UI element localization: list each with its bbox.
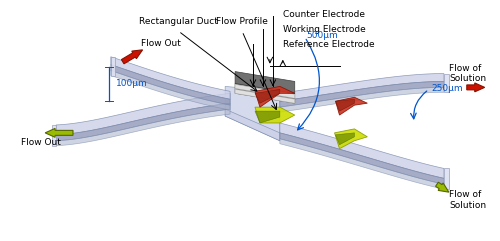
- Polygon shape: [255, 107, 295, 123]
- Polygon shape: [336, 97, 368, 115]
- Text: Flow Profile: Flow Profile: [216, 17, 268, 26]
- Polygon shape: [235, 83, 295, 103]
- Polygon shape: [56, 109, 230, 146]
- Polygon shape: [56, 93, 230, 135]
- Polygon shape: [56, 103, 230, 141]
- Polygon shape: [280, 74, 444, 101]
- Polygon shape: [225, 109, 280, 141]
- Text: Flow of
Solution: Flow of Solution: [449, 64, 486, 83]
- Polygon shape: [280, 81, 444, 107]
- Polygon shape: [255, 111, 280, 123]
- Polygon shape: [255, 89, 280, 103]
- Text: Flow Out: Flow Out: [140, 39, 180, 48]
- Polygon shape: [280, 123, 444, 178]
- FancyArrow shape: [467, 83, 484, 92]
- Polygon shape: [111, 71, 230, 110]
- FancyArrow shape: [122, 50, 142, 64]
- Polygon shape: [444, 74, 449, 92]
- Polygon shape: [235, 89, 295, 103]
- Text: 100μm: 100μm: [116, 79, 148, 88]
- FancyArrow shape: [436, 182, 449, 192]
- Text: Reference Electrode: Reference Electrode: [283, 40, 374, 49]
- Text: Flow of
Solution: Flow of Solution: [449, 190, 486, 210]
- Polygon shape: [444, 168, 449, 189]
- Polygon shape: [111, 57, 230, 99]
- Text: Working Electrode: Working Electrode: [283, 25, 366, 33]
- Text: Rectangular Duct: Rectangular Duct: [139, 17, 218, 26]
- Polygon shape: [280, 139, 444, 189]
- Text: 500μm: 500μm: [306, 32, 338, 40]
- Polygon shape: [52, 125, 56, 146]
- Polygon shape: [280, 133, 444, 184]
- Polygon shape: [255, 86, 295, 107]
- Polygon shape: [111, 57, 115, 75]
- Text: Counter Electrode: Counter Electrode: [283, 10, 365, 19]
- Polygon shape: [225, 86, 280, 141]
- Text: Flow Out: Flow Out: [22, 138, 61, 147]
- Polygon shape: [235, 72, 295, 93]
- Polygon shape: [336, 99, 354, 111]
- FancyArrow shape: [45, 128, 73, 137]
- Polygon shape: [111, 65, 230, 105]
- Polygon shape: [336, 133, 354, 145]
- Polygon shape: [280, 87, 444, 112]
- Polygon shape: [235, 84, 295, 98]
- Polygon shape: [334, 129, 368, 149]
- Text: 250μm: 250μm: [431, 84, 462, 93]
